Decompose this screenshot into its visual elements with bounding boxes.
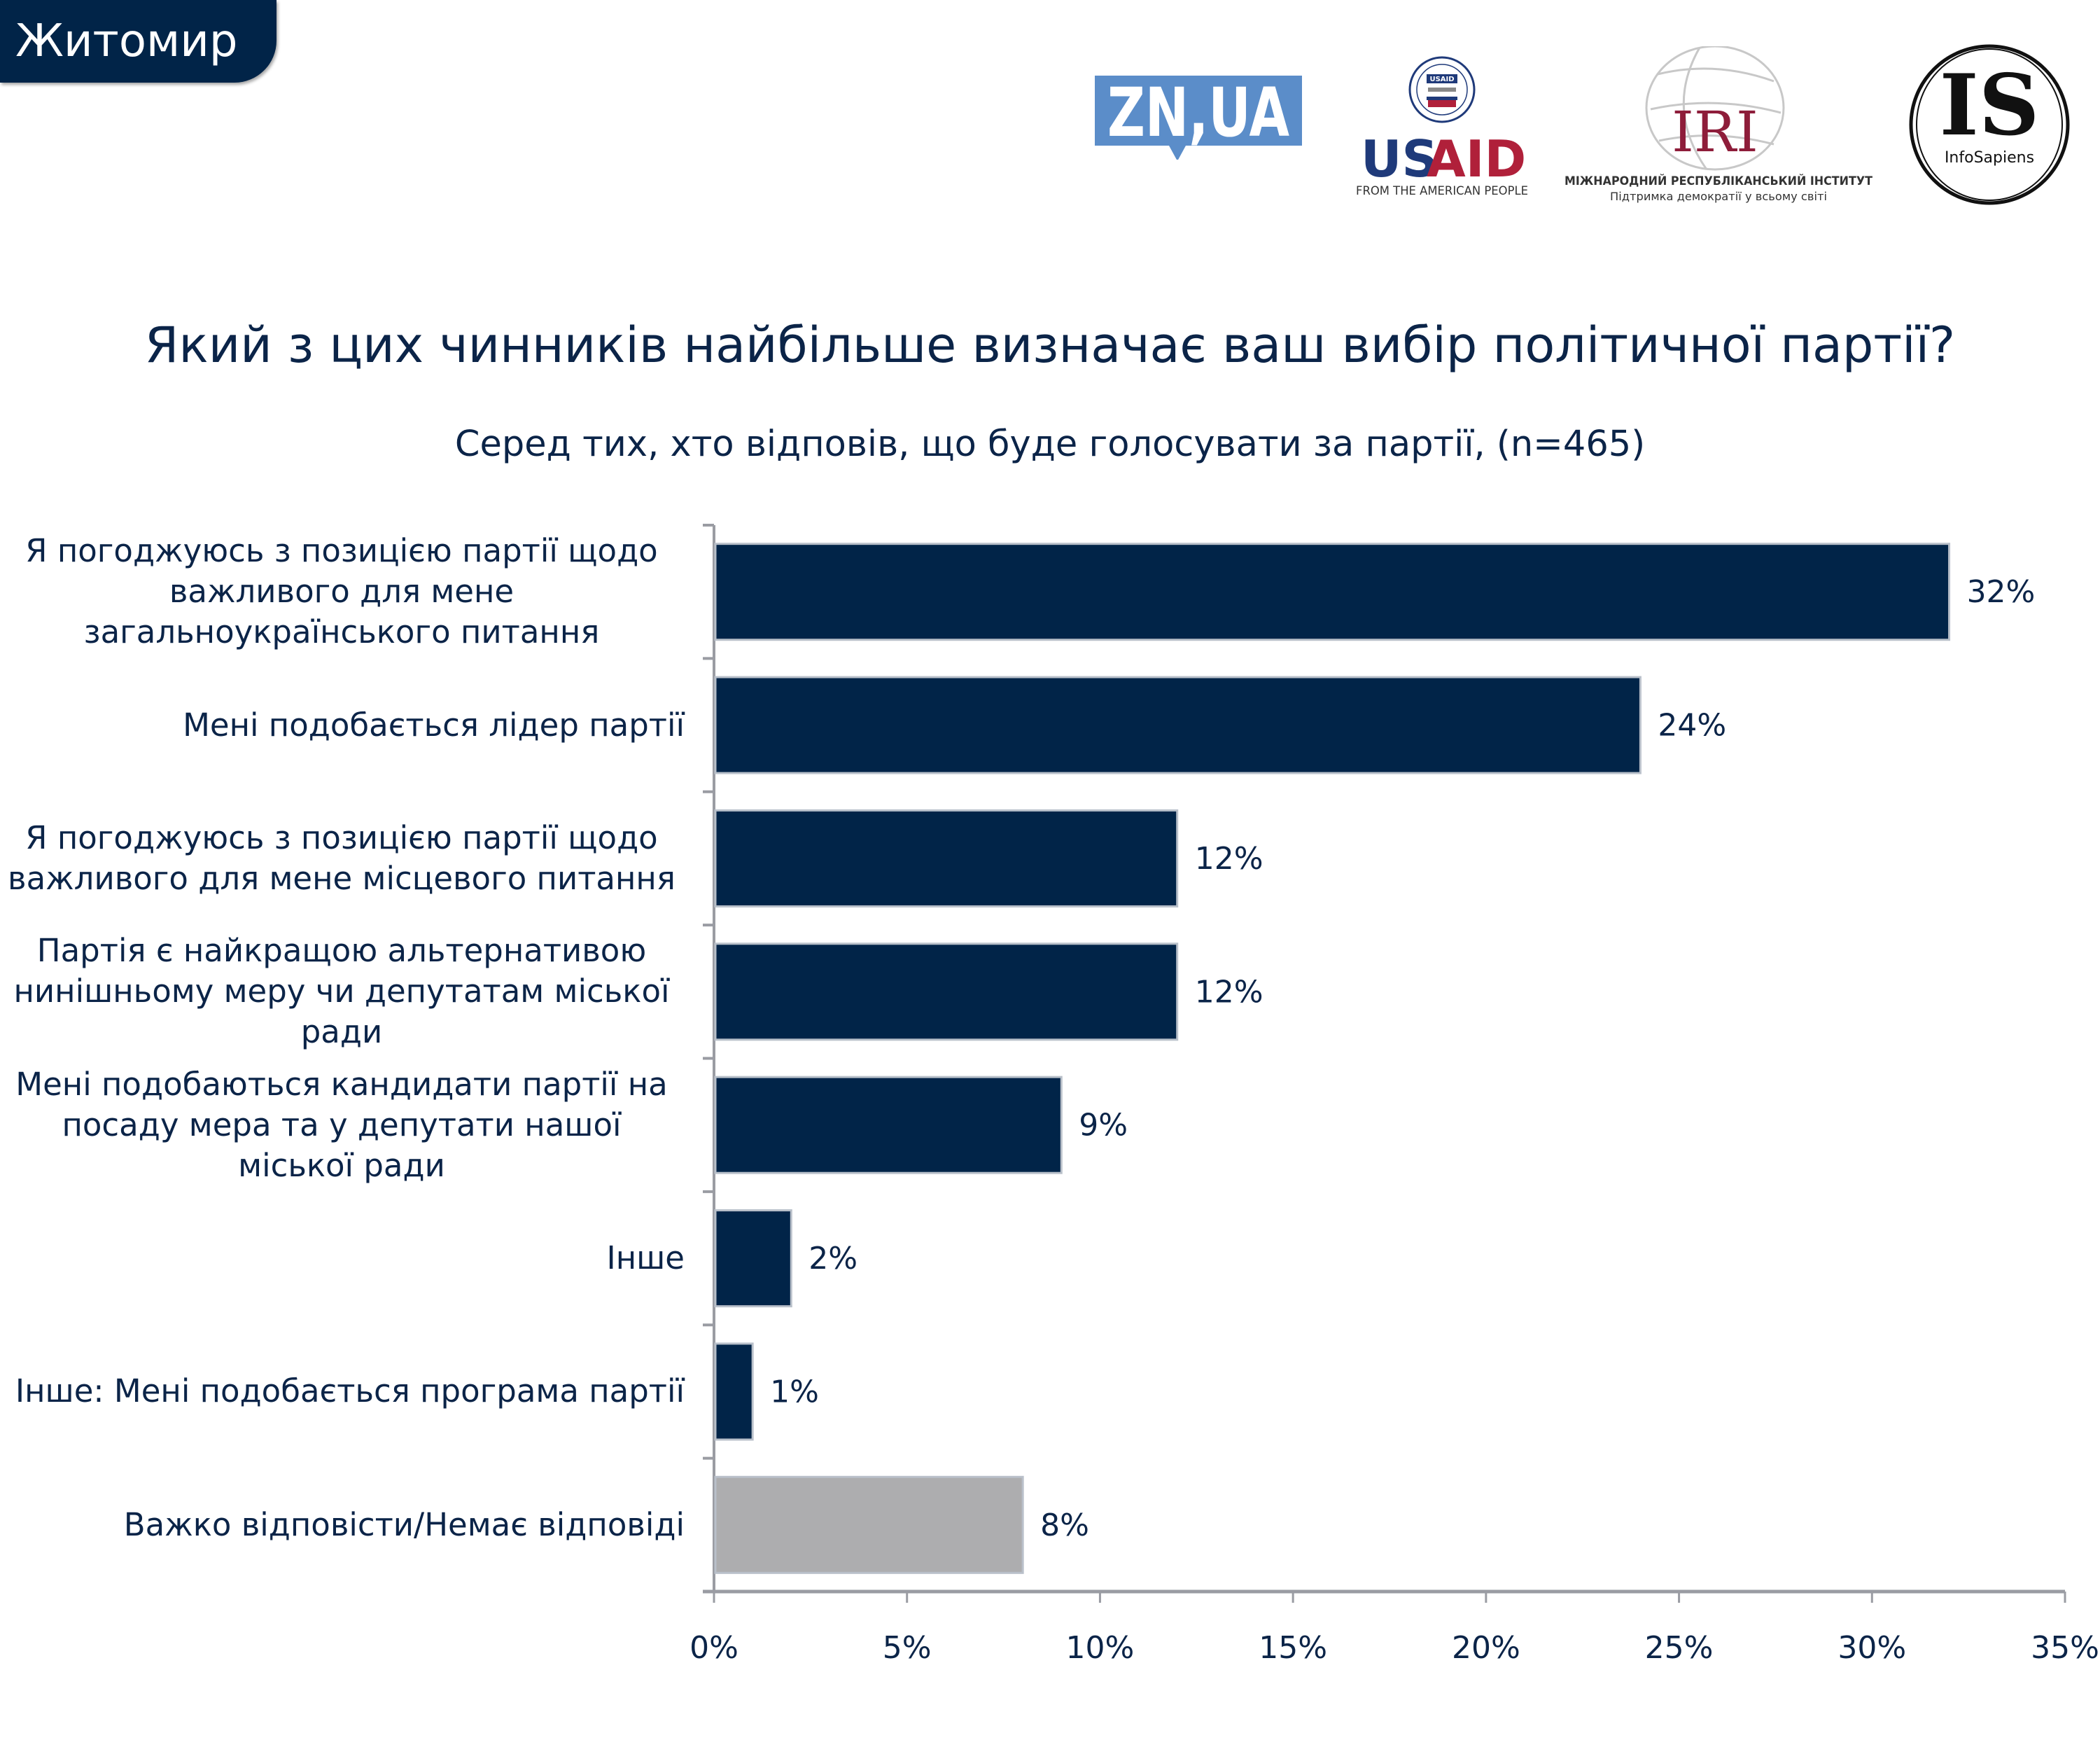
category-label: Я погоджуюсь з позицією партії щодо важли… <box>0 818 685 899</box>
bar <box>714 1076 1063 1174</box>
value-label: 8% <box>1040 1508 1089 1543</box>
usaid-us-text: US <box>1361 130 1438 188</box>
category-label-text: Партія є найкращою альтернативою нинішньо… <box>13 931 669 1052</box>
bar <box>714 676 1642 774</box>
x-tick-label: 35% <box>2031 1630 2099 1666</box>
bar <box>714 1475 1024 1574</box>
category-label-text: Важко відповісти/Немає відповіді <box>124 1505 685 1545</box>
city-name: Житомир <box>15 15 238 67</box>
category-label-line: Мені подобаються кандидати партії на <box>15 1065 668 1103</box>
infosapiens-name: InfoSapiens <box>1945 149 2034 167</box>
category-label: Мені подобаються кандидати партії на поса… <box>0 1064 685 1186</box>
iri-logo: IRI МІЖНАРОДНИЙ РЕСПУБЛІКАНСЬКИЙ ІНСТИТУ… <box>1564 46 1872 203</box>
city-tab: Житомир <box>0 0 276 83</box>
value-label: 2% <box>808 1241 858 1276</box>
category-label-text: Мені подобається лідер партії <box>183 705 685 746</box>
bar <box>714 1342 754 1441</box>
x-tick-label: 30% <box>1837 1630 1906 1666</box>
bar <box>714 1209 792 1308</box>
usaid-tagline: FROM THE AMERICAN PEOPLE <box>1356 184 1528 198</box>
category-label: Важко відповісти/Немає відповіді <box>0 1505 685 1545</box>
value-label: 1% <box>770 1374 819 1410</box>
x-tick-label: 15% <box>1259 1630 1327 1666</box>
bar <box>714 543 1951 641</box>
infosapiens-ring-icon <box>1909 44 2070 205</box>
category-label-line: важливого для мене <box>169 573 514 611</box>
globe-icon <box>1645 46 1785 171</box>
category-label-text: Я погоджуюсь з позицією партії щодо важли… <box>8 818 676 899</box>
category-label: Інше: Мені подобається програма партії <box>0 1371 685 1412</box>
category-label-text: Інше: Мені подобається програма партії <box>15 1371 685 1412</box>
category-label: Мені подобається лідер партії <box>0 705 685 746</box>
category-label-line: міської ради <box>238 1146 445 1184</box>
znua-logo: ZN,UA <box>1095 76 1302 160</box>
value-label: 12% <box>1195 974 1264 1010</box>
category-label-line: посаду мера та у депутати нашої <box>62 1106 622 1143</box>
x-tick-label: 0% <box>690 1630 738 1666</box>
category-label-line: ради <box>300 1013 383 1051</box>
category-label: Я погоджуюсь з позицією партії щодо важли… <box>0 531 685 653</box>
category-label-text: Мені подобаються кандидати партії на поса… <box>15 1064 667 1186</box>
category-label-text: Інше <box>606 1238 685 1279</box>
category-label-line: Партія є найкращою альтернативою <box>36 932 647 970</box>
category-label-line: Інше: Мені подобається програма партії <box>15 1372 685 1410</box>
usaid-logo: USAID US AID FROM THE AMERICAN PEOPLE <box>1356 56 1528 198</box>
iri-name: МІЖНАРОДНИЙ РЕСПУБЛІКАНСЬКИЙ ІНСТИТУТ <box>1564 173 1872 188</box>
svg-text:USAID: USAID <box>1429 76 1454 83</box>
category-label-line: загальноукраїнського питання <box>83 613 600 651</box>
usaid-seal-icon: USAID <box>1408 56 1476 123</box>
category-label-line: Важко відповісти/Немає відповіді <box>123 1505 685 1543</box>
chart-subtitle: Серед тих, хто відповів, що буде голосув… <box>454 424 1646 465</box>
x-tick-label: 5% <box>883 1630 932 1666</box>
usaid-aid-text: AID <box>1427 130 1526 188</box>
value-label: 32% <box>1967 574 2036 610</box>
chart-title: Який з цих чинників найбільше визначає в… <box>144 316 1956 374</box>
value-label: 9% <box>1079 1108 1128 1143</box>
infosapiens-mark: IS <box>1940 56 2040 155</box>
category-label-line: нинішньому меру чи депутатам міської <box>13 973 670 1010</box>
x-tick-label: 20% <box>1452 1630 1520 1666</box>
bar <box>714 942 1179 1041</box>
iri-mark: IRI <box>1672 99 1758 165</box>
bar <box>714 809 1179 907</box>
x-tick-label: 10% <box>1066 1630 1135 1666</box>
iri-tagline: Підтримка демократії у всьому світі <box>1610 190 1827 203</box>
value-label: 12% <box>1195 841 1264 877</box>
category-label: Партія є найкращою альтернативою нинішньо… <box>0 931 685 1052</box>
znua-logo-text: ZN,UA <box>1107 76 1289 152</box>
infosapiens-logo: IS InfoSapiens <box>1909 44 2070 205</box>
value-label: 24% <box>1658 708 1726 744</box>
category-label-line: Інше <box>606 1239 685 1277</box>
category-label-line: Я погоджуюсь з позицією партії щодо <box>25 532 658 570</box>
category-label-line: важливого для мене місцевого питання <box>8 859 676 897</box>
category-label-line: Я погоджуюсь з позицією партії щодо <box>25 819 658 856</box>
category-label-line: Мені подобається лідер партії <box>183 706 685 744</box>
category-label: Інше <box>0 1238 685 1279</box>
znua-logo-background <box>1095 76 1302 160</box>
x-tick-label: 25% <box>1645 1630 1714 1666</box>
category-label-text: Я погоджуюсь з позицією партії щодо важли… <box>25 531 657 653</box>
